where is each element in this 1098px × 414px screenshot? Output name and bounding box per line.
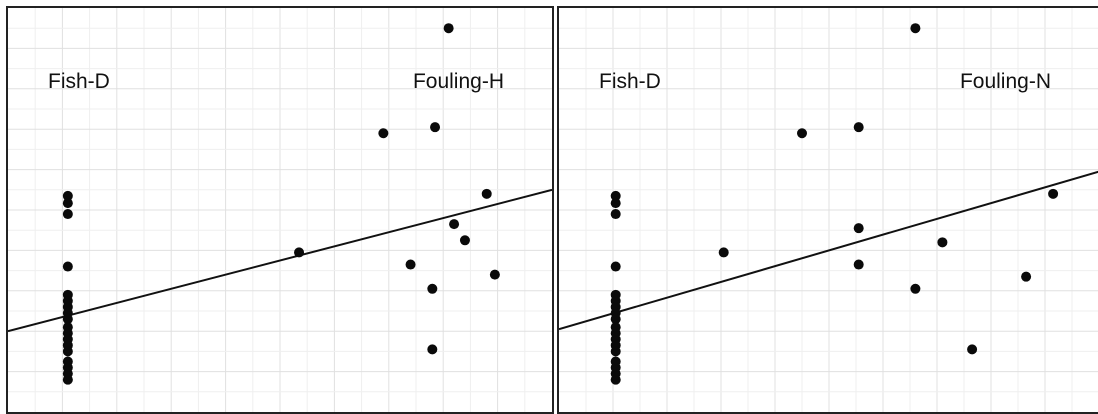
data-point: [449, 219, 460, 230]
grid: [559, 8, 1098, 412]
data-point: [1048, 188, 1059, 199]
data-point: [443, 23, 454, 34]
data-point: [853, 122, 864, 133]
data-point: [378, 128, 389, 139]
data-point: [294, 247, 305, 258]
regression-line: [559, 170, 1098, 331]
group-label-left: Fish-D: [599, 70, 661, 93]
data-point: [427, 283, 438, 294]
data-point: [62, 209, 73, 220]
data-point: [937, 237, 948, 248]
data-point: [62, 198, 73, 209]
scatter-panel-fouling-n: Fish-D Fouling-N: [557, 6, 1098, 414]
data-point: [718, 247, 729, 258]
data-point: [610, 198, 621, 209]
group-label-left: Fish-D: [48, 70, 110, 93]
data-point: [610, 314, 621, 325]
data-point: [910, 283, 921, 294]
data-point: [610, 261, 621, 272]
data-point: [62, 261, 73, 272]
data-point: [610, 209, 621, 220]
plot-area-fouling-n: [559, 8, 1098, 412]
data-point: [910, 23, 921, 34]
regression-line: [8, 188, 552, 333]
plot-area-fouling-h: [8, 8, 552, 412]
data-point: [427, 344, 438, 355]
data-point: [405, 259, 416, 270]
data-point: [1021, 271, 1032, 282]
grid: [8, 8, 552, 412]
data-point: [610, 374, 621, 385]
data-point: [459, 235, 470, 246]
scatter-panel-fouling-h: Fish-D Fouling-H: [6, 6, 554, 414]
data-point: [481, 188, 492, 199]
data-point: [797, 128, 807, 139]
data-point: [853, 223, 864, 234]
group-label-right: Fouling-H: [412, 70, 504, 93]
data-point: [62, 374, 73, 385]
data-point: [489, 269, 500, 280]
data-point: [62, 314, 73, 325]
data-point: [62, 190, 73, 201]
data-point: [430, 122, 441, 133]
data-point: [610, 346, 621, 357]
data-point: [62, 346, 73, 357]
data-point: [610, 190, 621, 201]
group-label-right: Fouling-N: [959, 70, 1051, 93]
data-point: [967, 344, 978, 355]
data-point: [853, 259, 864, 270]
